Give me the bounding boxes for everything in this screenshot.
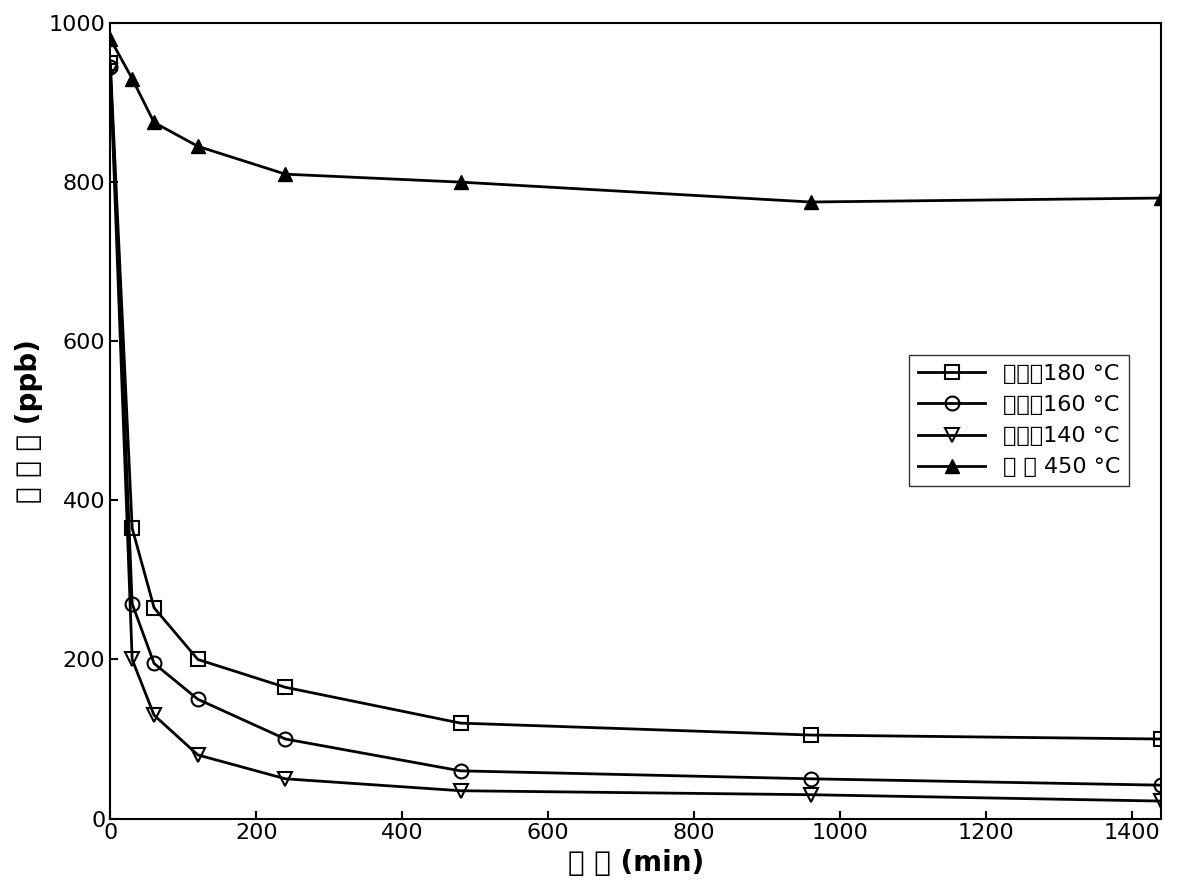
Y-axis label: 砷 浓 度 (ppb): 砷 浓 度 (ppb): [15, 339, 42, 503]
溶剂热160 °C: [278, 734, 292, 745]
焙 烧 450 °C: [1154, 193, 1168, 203]
溶剂热160 °C: [454, 765, 468, 776]
溶剂热180 °C: [1154, 734, 1168, 745]
焙 烧 450 °C: [125, 73, 139, 84]
溶剂热140 °C: [454, 785, 468, 796]
溶剂热180 °C: [454, 718, 468, 729]
溶剂热160 °C: [804, 773, 818, 784]
Line: 焙 烧 450 °C: 焙 烧 450 °C: [104, 32, 1168, 209]
焙 烧 450 °C: [104, 34, 118, 45]
溶剂热180 °C: [191, 654, 205, 665]
溶剂热180 °C: [147, 602, 162, 613]
溶剂热140 °C: [278, 773, 292, 784]
焙 烧 450 °C: [191, 141, 205, 152]
溶剂热160 °C: [191, 694, 205, 705]
溶剂热160 °C: [1154, 780, 1168, 790]
溶剂热160 °C: [104, 62, 118, 72]
焙 烧 450 °C: [454, 177, 468, 187]
溶剂热140 °C: [191, 749, 205, 760]
溶剂热160 °C: [147, 658, 162, 669]
X-axis label: 时 间 (min): 时 间 (min): [567, 849, 704, 877]
Line: 溶剂热180 °C: 溶剂热180 °C: [104, 56, 1168, 746]
焙 烧 450 °C: [278, 169, 292, 179]
Line: 溶剂热140 °C: 溶剂热140 °C: [104, 64, 1168, 808]
焙 烧 450 °C: [147, 117, 162, 128]
溶剂热180 °C: [278, 682, 292, 693]
溶剂热140 °C: [125, 654, 139, 665]
焙 烧 450 °C: [804, 196, 818, 207]
溶剂热140 °C: [104, 65, 118, 76]
溶剂热140 °C: [147, 710, 162, 721]
溶剂热180 °C: [804, 730, 818, 740]
溶剂热160 °C: [125, 599, 139, 609]
溶剂热140 °C: [1154, 796, 1168, 806]
Legend: 溶剂热180 °C, 溶剂热160 °C, 溶剂热140 °C, 焙 烧 450 °C: 溶剂热180 °C, 溶剂热160 °C, 溶剂热140 °C, 焙 烧 450…: [909, 355, 1128, 486]
Line: 溶剂热160 °C: 溶剂热160 °C: [104, 60, 1168, 792]
溶剂热180 °C: [125, 523, 139, 533]
溶剂热140 °C: [804, 789, 818, 800]
溶剂热180 °C: [104, 57, 118, 68]
